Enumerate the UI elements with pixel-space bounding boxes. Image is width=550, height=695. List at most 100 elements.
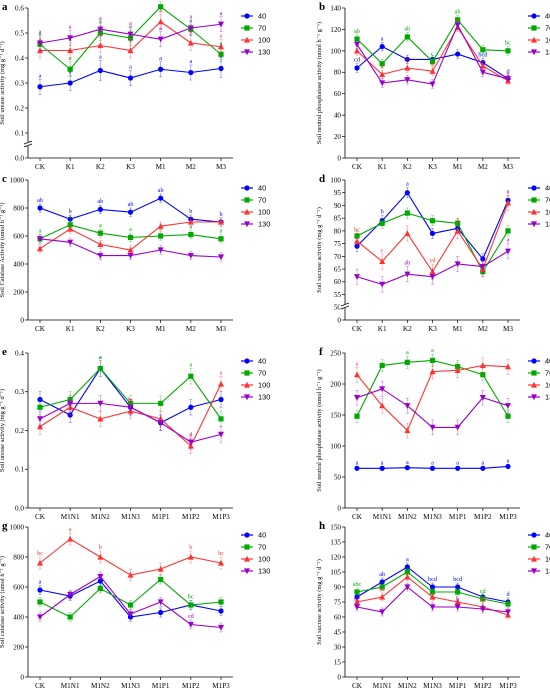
y-tick-label: 0.1 (15, 466, 24, 474)
data-point (218, 43, 224, 50)
significance-letter: a (129, 64, 132, 71)
significance-letter: a (406, 556, 409, 563)
x-tick-label: M1P2 (474, 513, 492, 521)
legend-marker (244, 25, 250, 31)
legend-item: 70 (241, 24, 266, 33)
x-tick-label: M3 (503, 163, 513, 171)
y-tick-label: 0.2 (15, 104, 24, 112)
legend-label: 70 (258, 543, 266, 552)
legend-label: 70 (545, 196, 550, 205)
y-axis-title: Soil sucrase activity (mg g⁻¹ d⁻¹) (316, 559, 323, 645)
y-tick-label: 150 (330, 523, 341, 531)
x-tick-label: CK (35, 163, 46, 171)
data-point (505, 48, 511, 54)
data-point (127, 31, 134, 38)
panel-letter: a (2, 1, 8, 13)
chart-panel-g: g 0 200 400 600 800 1000 Soil catalase activity… (0, 520, 270, 690)
significance-letter: bc (218, 550, 224, 557)
series-130: ab a (354, 237, 511, 293)
legend-marker (531, 197, 537, 203)
legend-item: 100 (241, 381, 270, 390)
data-point (505, 609, 511, 616)
data-point (37, 587, 43, 593)
y-tick-label: 0.4 (15, 54, 24, 62)
significance-letter: a (507, 237, 510, 244)
y-tick-label: 0 (20, 316, 24, 324)
y-tick-label: 95 (334, 189, 342, 197)
chart-panel-d: d 0 50 55 60 65 70 75 80 85 90 95 100 Soil sucrase ac… (316, 173, 550, 333)
series-130 (354, 20, 511, 89)
legend-marker (531, 394, 537, 401)
significance-letter: b (219, 211, 222, 218)
x-tick-label: M1P1 (152, 682, 170, 690)
x-tick-label: M1N3 (121, 682, 140, 690)
data-point (505, 463, 511, 470)
significance-letter: a (406, 349, 409, 356)
y-tick-label: 600 (13, 583, 24, 591)
data-point (404, 403, 411, 409)
data-point (218, 416, 224, 422)
significance-letter: a (381, 63, 384, 70)
significance-letter: ab (37, 197, 43, 204)
data-point (187, 439, 194, 446)
data-point (379, 71, 386, 78)
data-point (97, 553, 104, 560)
series-100: bc a b b bc (37, 526, 224, 582)
legend-marker (244, 568, 250, 575)
x-tick-label: M1N3 (121, 513, 140, 521)
legend-item: 130 (241, 220, 270, 229)
significance-letter: bc (379, 586, 385, 593)
significance-letter: b (189, 208, 192, 215)
legend-item: 40 (528, 531, 550, 540)
data-point (97, 573, 104, 580)
y-tick-label: 0 (20, 673, 24, 681)
data-point (404, 465, 410, 471)
data-point (354, 47, 360, 54)
legend-label: 100 (258, 381, 270, 390)
data-point (67, 400, 74, 407)
data-point (127, 571, 134, 578)
legend-label: 40 (258, 184, 266, 193)
data-point (37, 559, 43, 566)
significance-letter: b (381, 209, 384, 216)
legend-item: 130 (528, 567, 550, 576)
data-point (379, 220, 385, 226)
significance-letter: a (69, 214, 72, 221)
x-tick-label: M1N2 (398, 513, 417, 521)
data-point (37, 614, 43, 621)
y-axis-title: Soil neutral phosphatase activity (nmol … (316, 369, 323, 491)
data-point (354, 36, 360, 42)
data-point (354, 413, 360, 419)
data-point (127, 234, 134, 240)
data-point (455, 589, 461, 595)
data-point (187, 621, 194, 628)
x-tick-label: M2 (186, 325, 196, 333)
chart-panel-h: h 0 15 30 45 60 75 90 105 120 135 150 Soil sucrase a… (316, 520, 550, 690)
data-point (454, 604, 461, 611)
data-point (379, 258, 386, 265)
legend-label: 70 (258, 369, 266, 378)
significance-letter: bcd (453, 576, 463, 583)
x-tick-label: CK (352, 163, 363, 171)
data-point (158, 233, 164, 239)
axis-break-mark (340, 302, 350, 307)
y-tick-label: 50 (334, 473, 342, 481)
data-point (354, 371, 360, 378)
chart-panel-a: a 0.0 0.1 0.2 0.3 0.4 0.5 0.6 Soil urease activi… (0, 0, 270, 171)
significance-letter: bc (354, 596, 360, 603)
data-point (37, 245, 43, 252)
y-tick-label: 105 (330, 568, 341, 576)
significance-letter: a (381, 459, 384, 466)
data-point (479, 69, 486, 76)
significance-letter: a (456, 216, 459, 223)
data-point (454, 367, 461, 373)
y-tick-label: 40 (334, 112, 342, 120)
data-point (505, 403, 511, 409)
axis-break-mask (340, 304, 350, 308)
y-tick-label: 20 (334, 133, 342, 141)
significance-letter: a (129, 20, 132, 27)
data-point (379, 386, 386, 393)
legend-marker (531, 49, 537, 56)
data-point (157, 420, 164, 426)
